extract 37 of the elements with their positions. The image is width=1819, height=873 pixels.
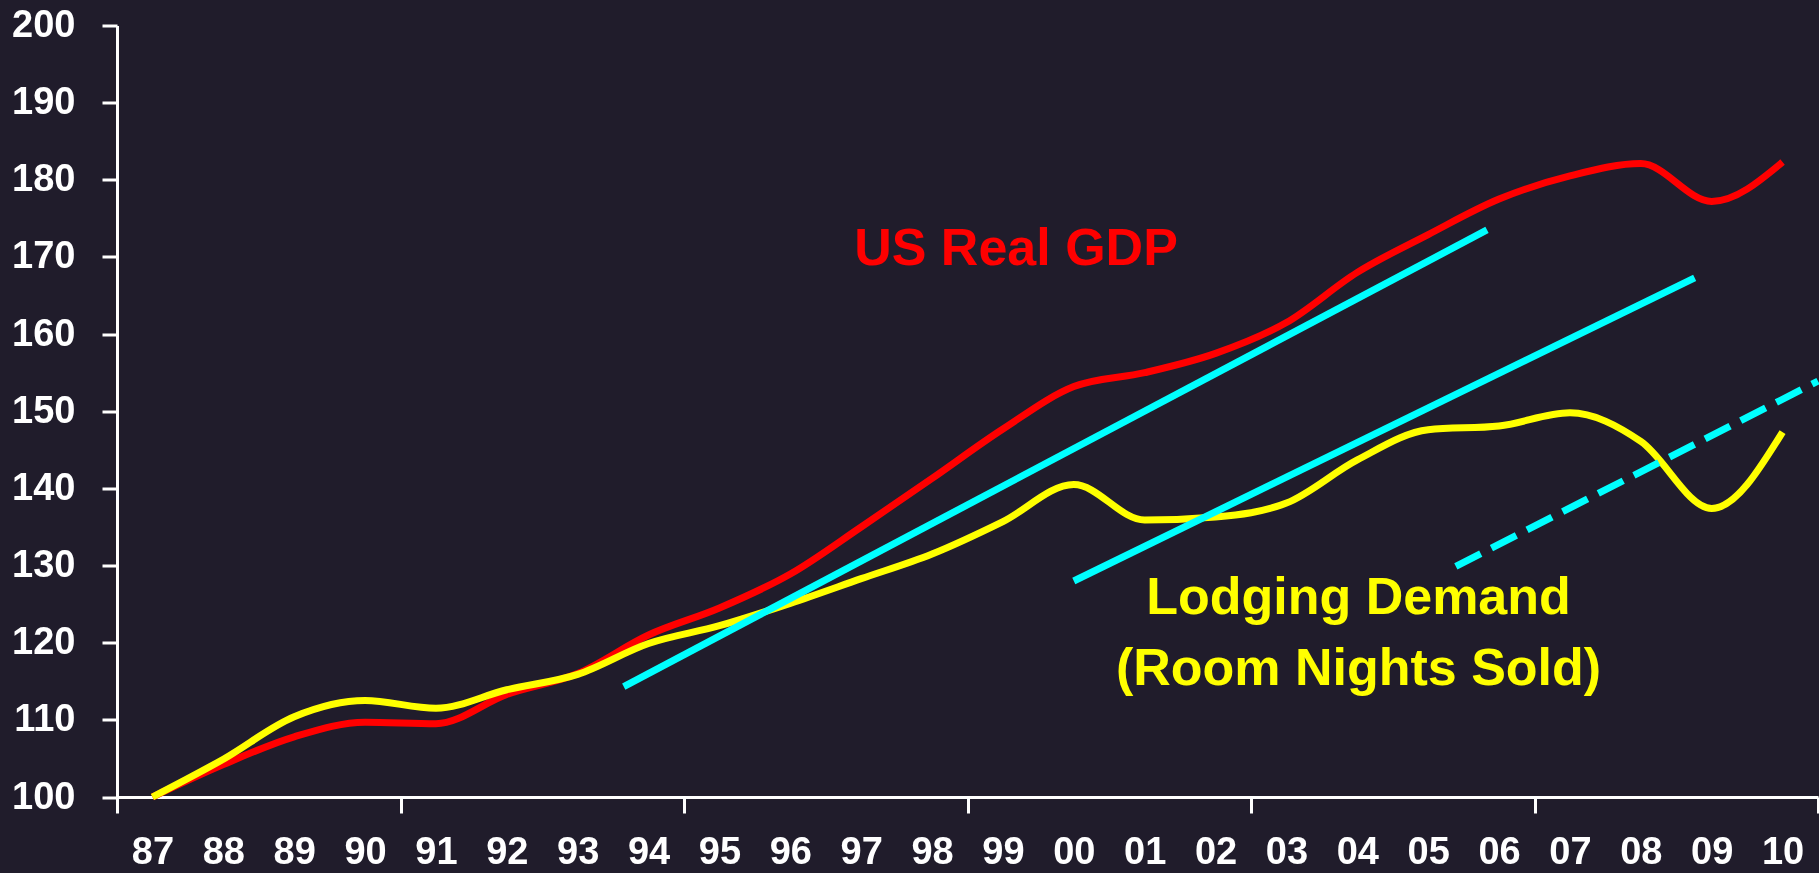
x-tick-label: 02 — [1194, 829, 1238, 872]
y-tick-label: 150 — [12, 388, 76, 431]
x-tick-label: 09 — [1691, 829, 1734, 872]
x-tick-label: 99 — [982, 829, 1025, 872]
x-tick-label: 08 — [1620, 829, 1663, 872]
x-tick-label: 91 — [415, 829, 458, 872]
y-tick-label: 200 — [12, 3, 76, 45]
x-tick-label: 97 — [840, 829, 883, 872]
y-tick-label: 110 — [14, 697, 76, 740]
series-label: Lodging Demand (Room Nights Sold) — [1115, 567, 1602, 696]
series-label: US Real GDP — [854, 217, 1178, 276]
x-tick-label: 92 — [486, 829, 529, 872]
y-tick-label: 140 — [12, 465, 76, 508]
y-tick-label: 100 — [12, 774, 76, 817]
x-tick-label: 95 — [698, 829, 742, 872]
x-tick-label: 01 — [1124, 829, 1167, 872]
x-tick-label: 04 — [1336, 829, 1379, 872]
x-tick-label: 98 — [911, 829, 954, 872]
x-tick-label: 06 — [1478, 829, 1521, 872]
x-tick-label: 93 — [557, 829, 600, 872]
x-tick-label: 05 — [1407, 829, 1450, 872]
x-tick-label: 87 — [131, 829, 175, 872]
y-tick-label: 180 — [12, 157, 76, 200]
x-tick-label: 00 — [1053, 829, 1096, 872]
x-tick-label: 10 — [1761, 829, 1805, 872]
x-tick-label: 89 — [273, 829, 316, 872]
x-tick-label: 88 — [202, 829, 245, 872]
y-tick-label: 190 — [12, 80, 76, 123]
y-tick-label: 160 — [12, 311, 76, 354]
x-tick-label: 07 — [1549, 829, 1592, 872]
x-tick-label: 94 — [627, 829, 671, 872]
x-tick-label: 03 — [1265, 829, 1309, 872]
x-tick-label: 96 — [769, 829, 812, 872]
y-tick-label: 130 — [12, 543, 76, 586]
y-tick-label: 170 — [12, 234, 76, 277]
x-tick-label: 90 — [344, 829, 387, 872]
y-tick-label: 120 — [12, 620, 76, 663]
